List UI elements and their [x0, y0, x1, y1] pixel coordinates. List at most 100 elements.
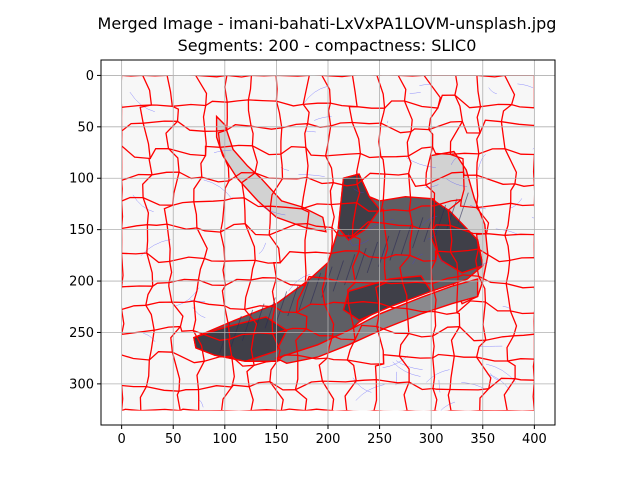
x-tick-label: 350 [470, 432, 495, 447]
boundary-row [121, 377, 535, 392]
boundary-row [121, 144, 535, 160]
boundary-col [294, 75, 310, 411]
shoe-stripe [275, 291, 288, 323]
boundary-col [163, 75, 184, 411]
contour-line [477, 153, 486, 171]
contour-line [426, 369, 450, 383]
contour-line [355, 384, 385, 401]
x-tick-label: 50 [165, 432, 182, 447]
shoe-stripe [230, 315, 242, 348]
contour-line [353, 188, 364, 194]
contour-line [199, 399, 204, 408]
shoe-stripe [344, 254, 356, 286]
boundary-col [192, 75, 208, 411]
contour-line [433, 257, 445, 263]
boundary-row [121, 324, 535, 342]
contour-line [406, 157, 436, 168]
chart-title-line-1: Merged Image - imani-bahati-LxVxPA1LOVM-… [98, 14, 557, 33]
contour-line [446, 178, 468, 188]
contour-line [280, 167, 290, 171]
grid-lines [101, 60, 555, 425]
boundary-col [500, 75, 518, 411]
boundary-col [139, 75, 155, 411]
contour-line [479, 345, 503, 347]
contour-line [392, 361, 421, 377]
shoe-stripe [332, 260, 344, 292]
boundary-col [241, 75, 258, 411]
contour-line [305, 130, 316, 133]
shoe-stripe [412, 217, 424, 249]
contour-line [409, 91, 421, 94]
x-tick-label: 400 [522, 432, 547, 447]
contour-line [395, 360, 423, 370]
y-tick-label: 250 [69, 326, 94, 341]
boundary-row [121, 196, 535, 212]
x-tick-label: 250 [367, 432, 392, 447]
contour-line [422, 215, 438, 226]
contour-line [121, 383, 122, 385]
chart-title-line-2: Segments: 200 - compactness: SLIC0 [178, 36, 477, 55]
contour-line [427, 228, 440, 240]
shoe-stripe [241, 309, 254, 341]
contour-line [258, 242, 266, 254]
boundary-row [121, 94, 535, 109]
contour-line [298, 174, 325, 177]
contour-line [495, 228, 518, 235]
contour-line [192, 306, 206, 318]
boundary-col [397, 75, 414, 411]
contour-line [424, 184, 439, 188]
x-tick-label: 150 [264, 432, 289, 447]
shoe-stripe [400, 223, 413, 255]
contour-line [348, 233, 354, 247]
shoe-stripe [457, 192, 469, 224]
boundary-col [217, 75, 235, 411]
contour-line [152, 75, 155, 77]
y-tick-label: 300 [69, 377, 94, 392]
contour-line [490, 373, 499, 381]
contour-line [288, 273, 311, 292]
contour-line [395, 371, 398, 386]
contour-line [352, 377, 372, 393]
boundary-col [423, 75, 442, 411]
contour-line [203, 179, 233, 200]
boundary-row [121, 300, 535, 315]
boundary-row [121, 351, 535, 367]
region-shoe-mid-dark [342, 275, 433, 321]
contour-line [440, 401, 456, 411]
contour-line [353, 239, 369, 246]
segmented-image [121, 75, 535, 411]
shoe-stripe [423, 210, 435, 243]
shoe-stripe [434, 204, 447, 236]
y-tick-label: 100 [69, 172, 94, 187]
contour-line [488, 87, 497, 95]
boundary-row [121, 248, 535, 264]
contour-line [531, 216, 535, 219]
y-tick-label: 200 [69, 275, 94, 290]
shoe-stripe [321, 266, 333, 298]
shoe-stripe [355, 248, 367, 280]
contour-line [143, 333, 156, 343]
y-tick-label: 150 [69, 223, 94, 238]
boundary-col [373, 75, 389, 411]
x-tick-label: 200 [316, 432, 341, 447]
shoe-stripe [298, 278, 310, 310]
plot-area: 0 50 100 150 200 250 300 350 400 0 50 100 150 200 250 3… [69, 59, 556, 447]
contour-line [517, 83, 534, 89]
contour-line [532, 147, 535, 150]
shoe-stripe [287, 285, 299, 317]
boundary-col [268, 75, 284, 411]
boundary-col [447, 75, 465, 411]
boundary-col [475, 75, 492, 411]
x-tick-label: 100 [212, 432, 237, 447]
boundary-col [344, 75, 362, 411]
x-tick-label: 0 [117, 432, 125, 447]
region-shoe-heel-dark [430, 197, 484, 274]
contour-line [412, 253, 423, 265]
contour-line [303, 86, 328, 104]
boundary-row [121, 408, 535, 411]
contour-line [438, 379, 441, 393]
y-tick-label: 50 [77, 120, 94, 135]
y-tick-label: 0 [86, 69, 94, 84]
x-tick-label: 300 [419, 432, 444, 447]
